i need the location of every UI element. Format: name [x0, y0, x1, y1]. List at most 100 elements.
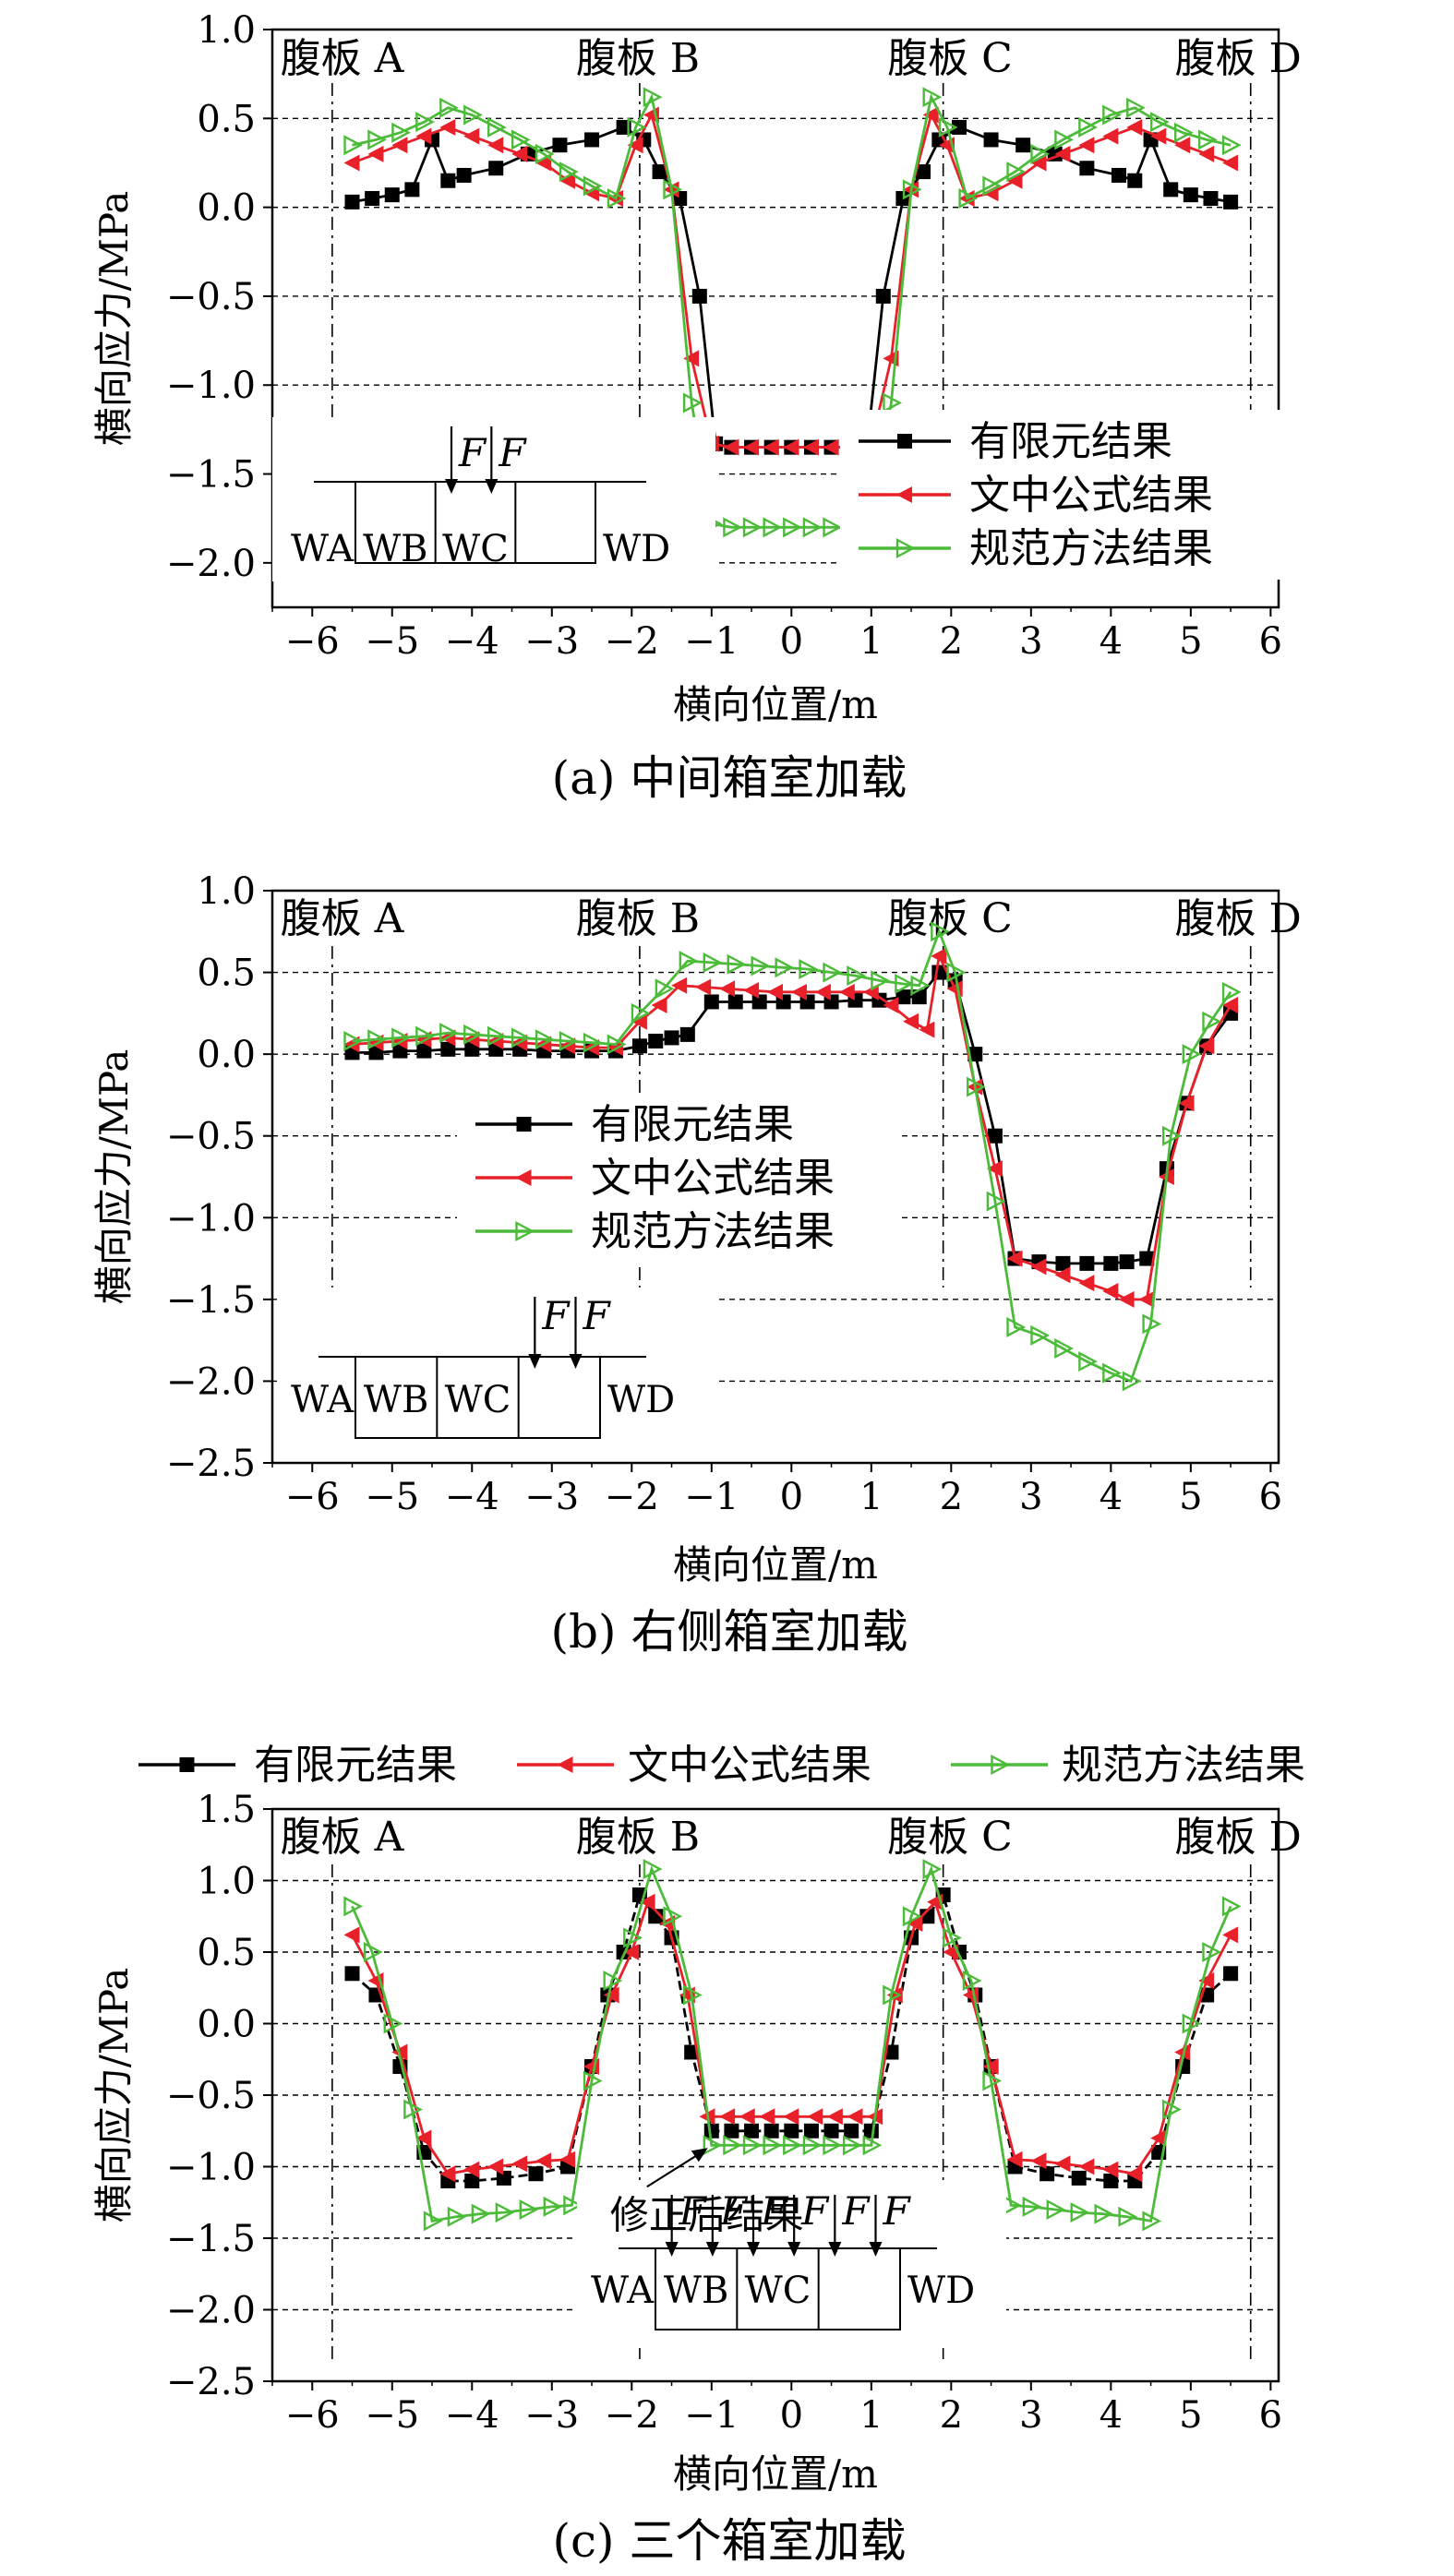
chart-panel-a: 腹板 A 腹板 B 腹板 C 腹板 D −6 −5 −4 −3 −2 −1 0 1 2 3 4 5 6 1.0 0.… [91, 9, 1302, 805]
data-point [723, 438, 739, 456]
data-point [648, 1033, 664, 1048]
data-point [1126, 2165, 1143, 2183]
data-point [742, 517, 763, 538]
y-tick-label: −1.0 [166, 1197, 256, 1240]
data-point [343, 1030, 364, 1051]
box-girder [354, 481, 596, 564]
x-tick-label: 6 [1259, 2394, 1282, 2437]
box-label-wc: WC [442, 528, 509, 570]
annotation-arrow [646, 2150, 705, 2188]
legend-marker [515, 1221, 535, 1241]
data-point [496, 2170, 511, 2186]
data-point [343, 1926, 360, 1944]
data-point [783, 2108, 799, 2126]
chart-panel-b: 腹板 A 腹板 B 腹板 C 腹板 D −6 −5 −4 −3 −2 −1 0 1 2 3 4 5 6 1.0 0.… [91, 870, 1302, 1659]
force-arrowhead [569, 1354, 583, 1369]
data-point [559, 162, 579, 183]
force-arrowhead [528, 1354, 542, 1369]
data-point [814, 983, 831, 1000]
x-tick-label: 4 [1100, 2394, 1123, 2437]
data-point [648, 1909, 664, 1924]
data-point [391, 1027, 411, 1048]
data-point [763, 2123, 779, 2139]
data-point [631, 1038, 647, 1054]
data-point [1182, 2013, 1202, 2034]
box-label-wa: WA [291, 528, 354, 570]
cross-section-inset: WA WB WC WD F F [272, 417, 715, 581]
data-point [895, 973, 914, 994]
x-tick-label: 4 [1100, 1476, 1123, 1518]
web-label: 腹板 A [281, 895, 405, 942]
data-point [663, 1906, 683, 1927]
data-point [1126, 97, 1146, 118]
data-point [463, 127, 480, 145]
web-label: 腹板 D [1175, 35, 1302, 82]
data-point [1030, 2152, 1047, 2170]
y-axis-title: 横向应力/MPa [91, 1049, 137, 1305]
force-label: F [841, 2188, 871, 2234]
y-tick-label: 0.0 [197, 187, 256, 230]
data-point [463, 104, 483, 126]
data-point [1198, 145, 1215, 162]
x-axis-title: 横向位置/m [673, 2451, 878, 2497]
y-tick-label: −0.5 [166, 1116, 256, 1158]
data-point [739, 2108, 755, 2126]
data-point [863, 2123, 879, 2139]
data-point [1030, 1258, 1047, 1276]
data-point [982, 2070, 1003, 2091]
series-2 [343, 1893, 1239, 2183]
data-point [1222, 1926, 1239, 1944]
panel-caption: (a) 中间箱室加载 [552, 751, 907, 805]
box-label-wb: WB [363, 528, 428, 570]
data-point [886, 1986, 903, 2004]
data-point [802, 517, 823, 538]
data-point [703, 2135, 723, 2156]
data-point [783, 2135, 802, 2156]
box-label-wd: WD [907, 2270, 975, 2312]
data-point [1078, 137, 1095, 154]
data-point [439, 97, 459, 118]
data-point [643, 87, 663, 108]
data-point [1197, 129, 1218, 150]
x-tick-label: −3 [524, 2394, 579, 2437]
data-point [1046, 2199, 1066, 2220]
data-point [363, 1942, 383, 1962]
web-label: 腹板 C [887, 895, 1013, 942]
data-point [511, 1027, 531, 1048]
data-point [916, 164, 931, 180]
data-point [943, 1927, 962, 1948]
data-point [384, 187, 400, 203]
force-arrowhead [869, 2242, 883, 2257]
web-label: 腹板 A [281, 35, 405, 82]
data-point [456, 167, 472, 183]
data-point [440, 173, 456, 188]
data-point [367, 145, 384, 162]
y-tick-label: −2.5 [166, 1443, 256, 1485]
y-tick-label: 1.0 [197, 870, 256, 913]
force-label: F [883, 2188, 912, 2234]
data-point [343, 135, 364, 156]
legend-marker [896, 486, 912, 503]
web-label: 腹板 D [1175, 1814, 1302, 1861]
series-line [352, 126, 1232, 449]
data-point [1071, 2170, 1087, 2186]
data-point [535, 154, 552, 172]
data-point [1078, 1351, 1098, 1372]
data-point [403, 2099, 423, 2120]
data-point [1182, 1044, 1202, 1065]
data-point [691, 288, 707, 304]
web-label: 腹板 C [887, 1814, 1013, 1861]
data-point [1174, 137, 1191, 154]
data-point [982, 175, 1003, 197]
data-point [1222, 997, 1239, 1013]
data-point [1118, 2206, 1138, 2227]
x-tick-label: 1 [859, 2394, 883, 2437]
series-3 [343, 87, 1242, 538]
data-point [938, 116, 958, 138]
x-tick-label: 1 [859, 1476, 883, 1518]
x-tick-label: 6 [1259, 620, 1282, 663]
data-point [1142, 2211, 1162, 2232]
data-point [951, 119, 967, 135]
force-label: F [583, 1293, 612, 1338]
data-point [664, 1030, 679, 1046]
